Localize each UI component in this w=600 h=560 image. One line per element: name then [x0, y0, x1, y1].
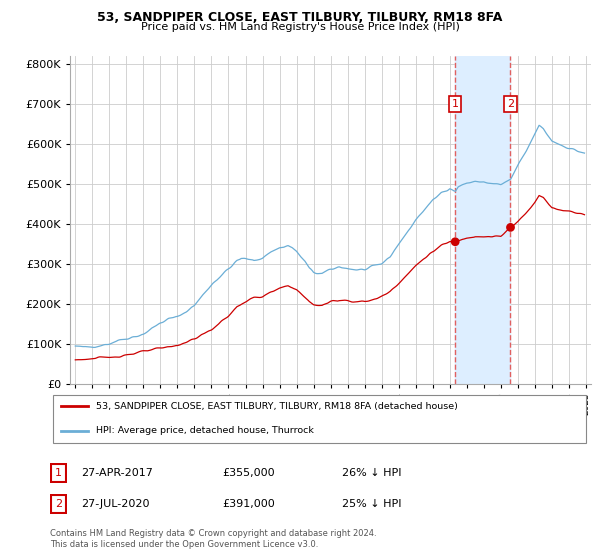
- FancyBboxPatch shape: [50, 495, 66, 513]
- Text: 53, SANDPIPER CLOSE, EAST TILBURY, TILBURY, RM18 8FA: 53, SANDPIPER CLOSE, EAST TILBURY, TILBU…: [97, 11, 503, 24]
- FancyBboxPatch shape: [53, 395, 586, 442]
- Text: £391,000: £391,000: [222, 499, 275, 509]
- Text: HPI: Average price, detached house, Thurrock: HPI: Average price, detached house, Thur…: [96, 426, 314, 435]
- Text: 53, SANDPIPER CLOSE, EAST TILBURY, TILBURY, RM18 8FA (detached house): 53, SANDPIPER CLOSE, EAST TILBURY, TILBU…: [96, 402, 458, 411]
- Text: 26% ↓ HPI: 26% ↓ HPI: [342, 468, 401, 478]
- Text: 2: 2: [507, 99, 514, 109]
- Text: This data is licensed under the Open Government Licence v3.0.: This data is licensed under the Open Gov…: [50, 540, 318, 549]
- Text: Price paid vs. HM Land Registry's House Price Index (HPI): Price paid vs. HM Land Registry's House …: [140, 22, 460, 32]
- Point: [451, 237, 460, 246]
- FancyBboxPatch shape: [50, 464, 66, 482]
- Text: 27-APR-2017: 27-APR-2017: [81, 468, 153, 478]
- Text: 27-JUL-2020: 27-JUL-2020: [81, 499, 149, 509]
- Text: Contains HM Land Registry data © Crown copyright and database right 2024.: Contains HM Land Registry data © Crown c…: [50, 529, 376, 538]
- Text: £355,000: £355,000: [222, 468, 275, 478]
- Text: 2: 2: [55, 499, 62, 509]
- Point: [506, 223, 515, 232]
- Text: 1: 1: [452, 99, 458, 109]
- Bar: [455, 56, 511, 384]
- Text: 1: 1: [55, 468, 62, 478]
- Text: 25% ↓ HPI: 25% ↓ HPI: [342, 499, 401, 509]
